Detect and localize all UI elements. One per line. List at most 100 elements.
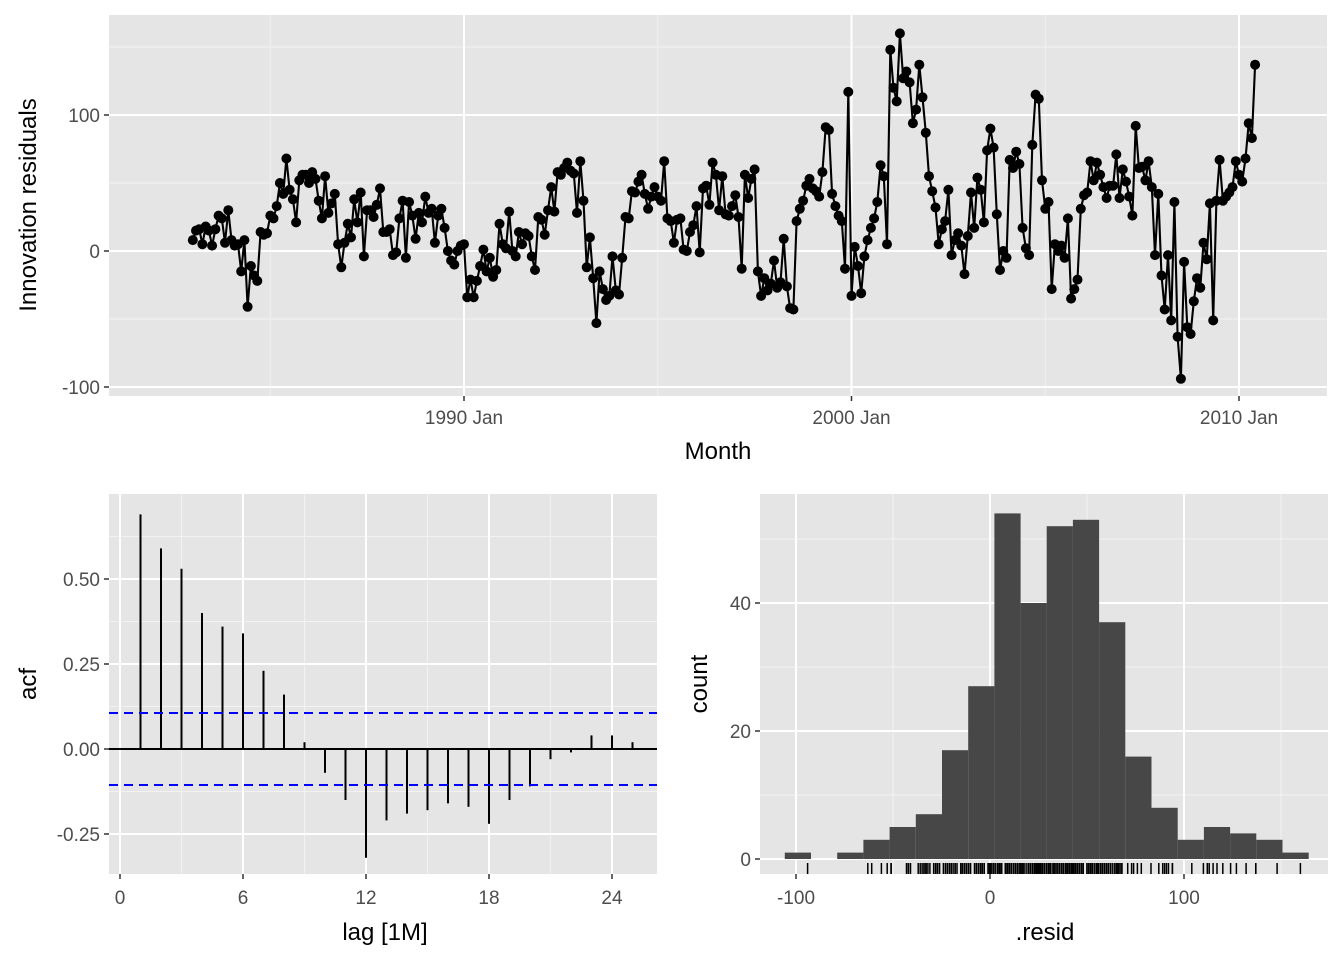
x-tick-label: 0 <box>115 888 126 909</box>
y-tick-label: 0 <box>740 850 751 871</box>
residual-point <box>798 195 809 206</box>
residual-point <box>827 188 838 199</box>
residual-point <box>1159 304 1170 315</box>
residual-point <box>1250 59 1261 70</box>
residual-point <box>478 244 489 255</box>
residual-point <box>794 203 805 214</box>
residual-point <box>675 213 686 224</box>
residual-point <box>539 229 550 240</box>
x-tick-label: 1990 Jan <box>425 408 503 429</box>
residual-point <box>245 261 256 271</box>
residual-point <box>287 194 298 205</box>
residual-point <box>936 224 947 235</box>
histogram-bar <box>837 852 864 859</box>
residual-point <box>523 231 534 241</box>
residual-point <box>846 290 857 301</box>
residual-point <box>1059 252 1070 263</box>
y-tick-label: 0.50 <box>63 570 100 591</box>
residual-point <box>885 44 896 55</box>
residual-point <box>1192 273 1202 284</box>
acf-bars <box>109 514 657 858</box>
residual-point <box>572 207 582 218</box>
residual-point <box>313 195 324 206</box>
residual-point <box>1201 254 1212 265</box>
residual-point <box>668 237 679 248</box>
residual-point <box>1066 293 1077 304</box>
histogram-bar <box>1151 807 1178 859</box>
residual-point <box>1124 191 1135 202</box>
residual-point <box>830 201 841 212</box>
histogram-y-title: count <box>686 654 713 713</box>
residual-point <box>236 266 247 277</box>
x-tick-label: 2010 Jan <box>1200 408 1278 429</box>
residual-point <box>578 195 589 206</box>
residual-point <box>927 186 938 197</box>
residual-point <box>727 201 737 212</box>
x-tick-label: 12 <box>355 888 376 909</box>
residual-point <box>400 252 411 263</box>
y-tick-label: 100 <box>68 106 100 127</box>
residual-point <box>607 251 618 262</box>
residual-point <box>962 231 973 241</box>
residual-point <box>549 206 560 217</box>
residual-point <box>1169 197 1180 207</box>
residual-point <box>187 235 198 246</box>
residual-point <box>1056 240 1067 251</box>
residual-point <box>901 66 912 77</box>
residual-point <box>1188 296 1199 307</box>
residual-point <box>1069 284 1080 295</box>
residual-point <box>1095 169 1106 180</box>
residual-point <box>1214 154 1225 165</box>
residual-point <box>584 232 595 243</box>
histogram-bar <box>1046 526 1073 859</box>
residual-point <box>911 104 922 115</box>
residual-point <box>617 252 628 263</box>
residual-point <box>1043 197 1054 207</box>
residual-point <box>342 218 353 229</box>
residual-point <box>1175 373 1186 384</box>
residual-point <box>1156 270 1167 281</box>
residual-point <box>1101 193 1112 203</box>
residual-point <box>917 92 928 103</box>
residual-point <box>281 153 292 164</box>
histogram-bar <box>1203 827 1231 859</box>
time-plot-axes: -100 0 100 1990 Jan 2000 Jan 2010 Jan <box>62 106 1278 429</box>
residual-point <box>413 207 424 218</box>
histogram-bar <box>1072 519 1100 859</box>
residual-point <box>391 247 402 258</box>
residual-point <box>1198 237 1209 248</box>
residual-point <box>594 266 605 277</box>
residual-point <box>778 233 789 244</box>
residual-point <box>471 275 482 286</box>
residual-point <box>1011 146 1022 157</box>
residual-point <box>781 281 792 292</box>
residual-point <box>1004 154 1015 165</box>
residual-point <box>752 266 763 277</box>
residual-point <box>1072 274 1083 285</box>
y-tick-label: 0.00 <box>63 740 100 761</box>
residual-point <box>494 218 505 229</box>
residual-point <box>1114 193 1125 203</box>
residual-point <box>1150 250 1160 261</box>
residual-point <box>1001 252 1012 263</box>
residual-point <box>1185 329 1196 339</box>
acf-grid <box>109 494 657 874</box>
residual-point <box>930 202 941 213</box>
residual-point <box>891 96 902 107</box>
residual-point <box>623 213 634 224</box>
residual-point <box>336 262 347 273</box>
residual-point <box>840 263 850 274</box>
residual-point <box>575 156 586 167</box>
residual-point <box>1108 180 1119 191</box>
residual-point <box>404 197 415 207</box>
residual-point <box>749 164 760 175</box>
y-tick-label: -100 <box>62 378 100 399</box>
residual-point <box>859 251 870 262</box>
residual-point <box>597 284 608 295</box>
residual-point <box>1130 120 1141 131</box>
residual-point <box>384 224 395 235</box>
residual-point <box>681 246 692 256</box>
residual-point <box>743 193 754 203</box>
residual-point <box>323 207 334 218</box>
